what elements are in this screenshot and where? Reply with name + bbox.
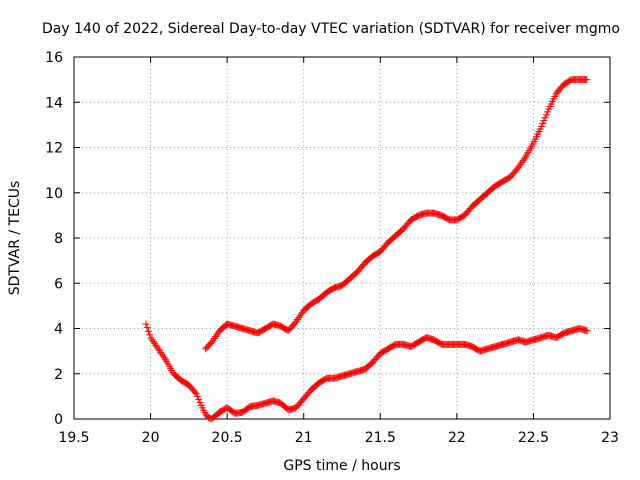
data-point xyxy=(209,336,217,344)
x-tick-label: 22.5 xyxy=(518,430,549,446)
data-point xyxy=(152,341,160,349)
data-point xyxy=(143,324,151,332)
data-point xyxy=(157,348,165,356)
data-point xyxy=(544,108,552,116)
y-tick-label: 10 xyxy=(45,186,63,202)
data-point xyxy=(540,117,548,125)
data-point xyxy=(297,310,305,318)
gridlines xyxy=(74,57,610,419)
data-point xyxy=(144,327,152,335)
data-point xyxy=(208,338,216,346)
data-point xyxy=(159,352,167,360)
data-point xyxy=(519,157,527,165)
data-marks xyxy=(142,76,591,423)
data-point xyxy=(295,314,303,322)
data-point xyxy=(583,327,591,335)
x-tick-label: 23 xyxy=(601,430,619,446)
data-point xyxy=(158,350,166,358)
chart-title: Day 140 of 2022, Sidereal Day-to-day VTE… xyxy=(42,21,620,37)
y-tick-label: 16 xyxy=(45,50,63,66)
data-point xyxy=(153,343,161,351)
data-point xyxy=(296,312,304,320)
x-tick-label: 20.5 xyxy=(212,430,243,446)
y-tick-label: 12 xyxy=(45,141,63,157)
data-point xyxy=(294,315,302,323)
x-tick-label: 21.5 xyxy=(365,430,396,446)
data-point xyxy=(191,388,199,396)
x-tick-label: 21 xyxy=(295,430,313,446)
y-tick-label: 14 xyxy=(45,95,63,111)
y-tick-label: 8 xyxy=(54,231,63,247)
y-tick-label: 0 xyxy=(54,412,63,428)
data-point xyxy=(196,398,204,406)
axis-ticks xyxy=(73,56,611,420)
data-point xyxy=(148,336,156,344)
y-tick-labels: 0 2 4 6 8 10 12 14 16 xyxy=(45,50,63,428)
data-point xyxy=(149,338,157,346)
data-point xyxy=(195,395,203,403)
data-point xyxy=(210,334,218,342)
data-point xyxy=(517,160,525,168)
y-axis-title: SDTVAR / TECUs xyxy=(7,181,23,296)
data-point xyxy=(515,162,523,170)
data-point xyxy=(514,164,522,172)
x-axis-title: GPS time / hours xyxy=(283,458,400,474)
x-tick-label: 22 xyxy=(448,430,466,446)
y-tick-label: 6 xyxy=(54,276,63,292)
series-1 xyxy=(142,320,591,423)
data-point xyxy=(583,76,591,84)
data-point xyxy=(518,158,526,166)
data-point xyxy=(212,333,220,341)
y-tick-label: 2 xyxy=(54,367,63,383)
data-point xyxy=(292,317,300,325)
data-point xyxy=(154,345,162,353)
x-tick-label: 20 xyxy=(142,430,160,446)
series-2 xyxy=(202,76,591,353)
data-point xyxy=(151,339,159,347)
x-tick-label: 19.5 xyxy=(58,430,89,446)
data-point xyxy=(539,120,547,128)
data-point xyxy=(213,331,221,339)
data-point xyxy=(160,354,168,362)
data-point xyxy=(142,320,150,328)
data-point xyxy=(147,334,155,342)
data-point xyxy=(155,347,163,355)
data-point xyxy=(537,122,545,130)
data-point xyxy=(193,392,201,400)
x-tick-labels: 19.5 20 20.5 21 21.5 22 22.5 23 xyxy=(58,430,619,446)
data-point xyxy=(542,111,550,119)
y-tick-label: 4 xyxy=(54,322,63,338)
data-point xyxy=(520,155,528,163)
data-point xyxy=(146,331,154,339)
data-point xyxy=(541,114,549,122)
